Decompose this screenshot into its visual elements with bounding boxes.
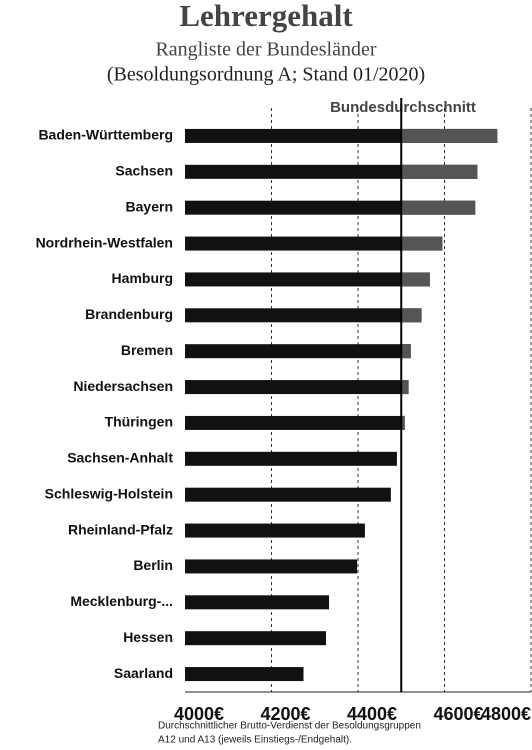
bar — [185, 344, 411, 359]
y-tick-label: Mecklenburg-... — [70, 593, 173, 609]
footnote: Durchschnittlicher Brutto-Verdienst der … — [158, 721, 421, 732]
bar-above-average — [401, 164, 478, 179]
x-tick-label: 4400€ — [347, 704, 397, 724]
bar — [185, 559, 358, 574]
bar — [185, 487, 391, 502]
y-tick-label: Rheinland-Pfalz — [68, 521, 173, 537]
bar — [185, 595, 330, 610]
bar — [185, 272, 430, 287]
y-tick-label: Nordrhein-Westfalen — [36, 234, 173, 250]
bar — [185, 631, 326, 646]
y-tick-label: Saarland — [114, 665, 173, 681]
bar-above-average — [401, 236, 443, 251]
x-tick-label: 4800€ — [481, 704, 531, 724]
x-tick-label: 4200€ — [260, 704, 310, 724]
average-label: Bundesdurchschnitt — [330, 99, 476, 116]
bar-above-average — [401, 272, 430, 287]
bar-above-average — [401, 128, 498, 143]
x-tick-label: 4000€ — [174, 704, 224, 724]
bar-above-average — [401, 380, 409, 395]
y-tick-label: Niedersachsen — [73, 378, 173, 394]
y-tick-label: Schleswig-Holstein — [45, 485, 173, 501]
bar-above-average — [401, 200, 476, 215]
bar — [185, 667, 304, 682]
y-tick-label: Berlin — [133, 557, 173, 573]
chart-title: Lehrergehalt — [179, 0, 353, 33]
bar-above-average — [401, 415, 405, 430]
y-tick-label: Thüringen — [105, 414, 173, 430]
y-tick-label: Brandenburg — [85, 306, 173, 322]
bar — [185, 380, 409, 395]
y-tick-label: Sachsen — [115, 163, 173, 179]
y-tick-label: Hessen — [123, 629, 173, 645]
y-tick-label: Bayern — [126, 198, 173, 214]
chart-subtitle: (Besoldungsordnung A; Stand 01/2020) — [107, 64, 425, 86]
y-tick-label: Hamburg — [112, 270, 173, 286]
footnote: A12 und A13 (jeweils Einstiegs-/Endgehal… — [158, 735, 352, 746]
x-tick-label: 4600€ — [433, 704, 483, 724]
bar-above-average — [401, 344, 411, 359]
y-tick-label: Bremen — [121, 342, 173, 358]
chart-subtitle: Rangliste der Bundesländer — [155, 39, 376, 61]
bar — [185, 451, 397, 466]
bar — [185, 523, 365, 538]
y-tick-label: Sachsen-Anhalt — [67, 450, 173, 466]
y-tick-label: Baden-Württemberg — [38, 127, 173, 143]
bar — [185, 415, 405, 430]
bar-above-average — [401, 308, 422, 323]
bar — [185, 308, 422, 323]
bar — [185, 236, 443, 251]
